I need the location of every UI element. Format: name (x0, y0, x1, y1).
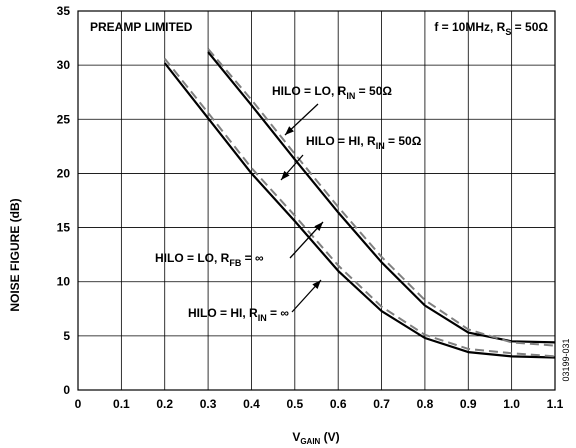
annotation-lo50: HILO = LO, RIN = 50Ω (272, 84, 392, 101)
x-tick-labels: 0 0.1 0.2 0.3 0.4 0.5 0.6 0.7 0.8 0.9 1.0 1.1 (75, 397, 564, 411)
x-tick-label: 0.1 (113, 397, 130, 411)
figure-id: 03199-031 (561, 338, 571, 381)
annotation-hiinf: HILO = HI, RIN = ∞ (188, 306, 289, 323)
series-line-3 (163, 62, 556, 359)
arrowhead-lo50 (285, 126, 294, 135)
y-tick-label: 10 (57, 275, 71, 289)
x-tick-label: 0.2 (156, 397, 173, 411)
y-tick-label: 35 (57, 4, 71, 18)
plot-frame (77, 10, 556, 391)
x-tick-label: 0.7 (373, 397, 390, 411)
series-line-4 (163, 57, 556, 358)
x-tick-label: 0.4 (243, 397, 260, 411)
y-tick-label: 25 (57, 112, 71, 126)
annotation-arrows (280, 103, 324, 313)
y-tick-label: 5 (63, 329, 70, 343)
annotation-loinf: HILO = LO, RFB = ∞ (155, 251, 264, 268)
annotations: PREAMP LIMITED f = 10MHz, RS = 50Ω HILO = … (90, 20, 548, 323)
x-tick-label: 0 (75, 397, 82, 411)
x-tick-label: 0.3 (200, 397, 217, 411)
x-tick-label: 0.5 (286, 397, 303, 411)
arrowhead-loinf (314, 222, 323, 231)
arrowhead-hiinf (312, 280, 321, 290)
y-tick-label: 15 (57, 221, 71, 235)
y-tick-label: 0 (63, 383, 70, 397)
curves (163, 48, 556, 359)
y-axis-label: NOISE FIGURE (dB) (8, 198, 22, 311)
annotation-cond: f = 10MHz, RS = 50Ω (434, 20, 548, 37)
x-tick-label: 0.8 (417, 397, 434, 411)
annotation-hi50: HILO = HI, RIN = 50Ω (306, 134, 422, 151)
series-line-2 (207, 48, 556, 347)
y-tick-labels: 0 5 10 15 20 25 30 35 (57, 4, 71, 397)
x-tick-label: 0.9 (460, 397, 477, 411)
y-tick-label: 20 (57, 166, 71, 180)
x-tick-label: 1.1 (547, 397, 564, 411)
arrowhead-hi50 (281, 170, 290, 180)
x-axis-label: VGAIN (V) (292, 430, 339, 446)
x-tick-label: 0.6 (330, 397, 347, 411)
y-tick-label: 30 (57, 58, 71, 72)
x-tick-label: 1.0 (503, 397, 520, 411)
annotation-preamp: PREAMP LIMITED (90, 20, 193, 34)
